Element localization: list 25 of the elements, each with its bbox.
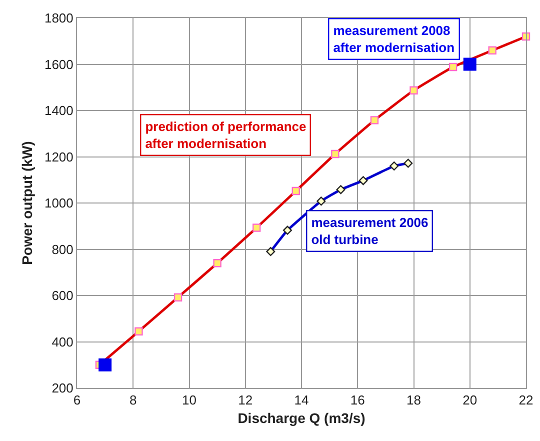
point bbox=[463, 58, 476, 71]
y-tick-label: 600 bbox=[52, 288, 74, 304]
y-tick-label: 800 bbox=[52, 242, 74, 257]
x-tick-label: 6 bbox=[73, 392, 81, 408]
x-tick-label: 14 bbox=[294, 392, 309, 408]
x-tick-label: 20 bbox=[462, 392, 478, 408]
x-tick-label: 12 bbox=[238, 392, 253, 408]
y-tick-label: 200 bbox=[52, 380, 74, 396]
x-tick-label: 8 bbox=[130, 392, 137, 408]
series-label: prediction of performance after modernisation bbox=[145, 119, 306, 152]
y-tick-label: 1400 bbox=[44, 103, 74, 118]
y-axis-title: Power output (kW) bbox=[19, 141, 36, 265]
x-tick-label: 10 bbox=[182, 392, 196, 408]
x-tick-label: 18 bbox=[406, 392, 421, 408]
series-label: measurement 2006 old turbine bbox=[311, 215, 428, 248]
x-tick-label: 16 bbox=[350, 392, 365, 408]
x-tick-label: 22 bbox=[518, 392, 534, 408]
x-axis-title: Discharge Q (m3/s) bbox=[238, 410, 366, 426]
y-tick-label: 400 bbox=[52, 334, 74, 350]
y-tick-label: 1000 bbox=[44, 196, 74, 211]
y-tick-label: 1600 bbox=[44, 56, 74, 72]
y-tick-label: 1200 bbox=[44, 149, 74, 164]
y-tick-label: 1800 bbox=[44, 10, 74, 26]
series-label: measurement 2008 after modernisation bbox=[333, 23, 455, 56]
point bbox=[98, 358, 112, 372]
